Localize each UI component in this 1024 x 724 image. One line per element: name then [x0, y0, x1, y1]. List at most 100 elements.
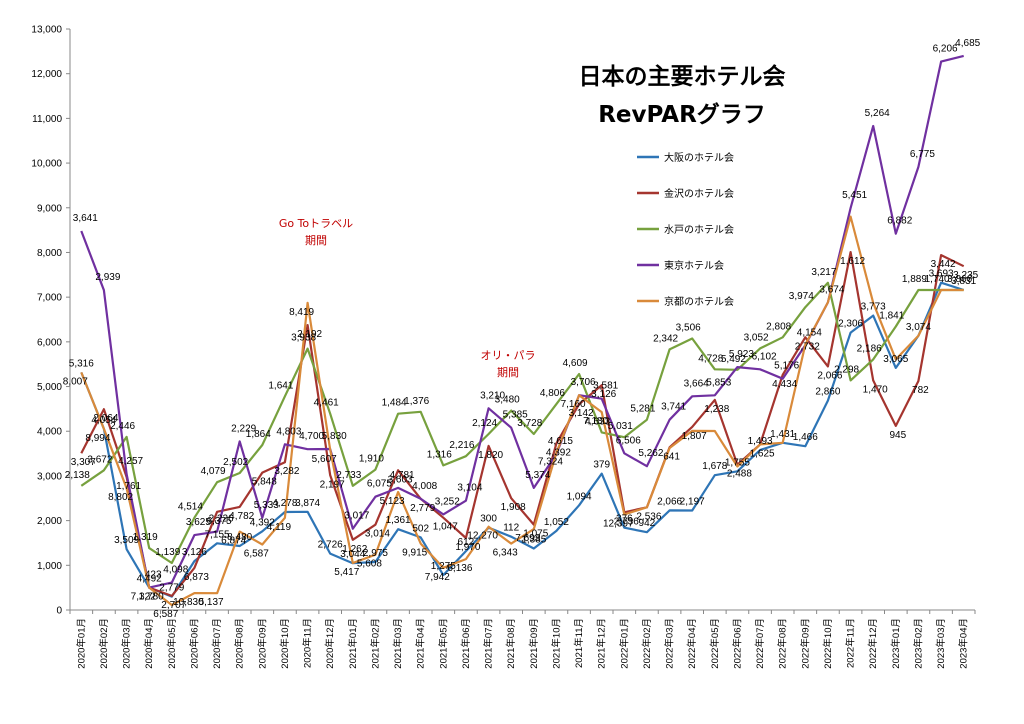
y-tick-label: 12,000 — [31, 69, 62, 80]
data-label: 6,102 — [752, 351, 777, 362]
data-label: 1,047 — [433, 522, 458, 533]
data-label: 2,229 — [231, 423, 256, 434]
data-label: 2,860 — [815, 387, 840, 398]
y-tick-label: 8,000 — [37, 248, 62, 259]
data-label: 423 — [145, 570, 162, 581]
x-tick-label: 2021年09月 — [528, 618, 540, 669]
data-label: 3,126 — [591, 389, 616, 400]
x-tick-label: 2022年11月 — [845, 618, 857, 668]
x-tick-label: 2023年01月 — [890, 618, 902, 669]
y-tick-label: 3,000 — [37, 471, 62, 482]
data-label: 5,031 — [608, 421, 633, 432]
data-label: 1,864 — [246, 429, 271, 440]
x-tick-label: 2022年02月 — [641, 618, 653, 669]
series-line-4 — [80, 215, 964, 607]
y-tick-label: 1,000 — [37, 561, 62, 572]
data-label: 2,138 — [65, 470, 90, 481]
y-tick-label: 10,000 — [31, 159, 62, 170]
y-tick-label: 11,000 — [32, 114, 62, 125]
data-label: 4,728 — [698, 353, 723, 364]
data-label: 3,603 — [388, 474, 413, 485]
chart-axes: 0 1,000 2,000 3,000 4,000 5,000 6,000 7,000 8,00… — [31, 25, 976, 669]
data-label: 3,044 — [340, 549, 365, 560]
data-label: 1,431 — [770, 429, 795, 440]
data-label: 379 — [593, 460, 610, 471]
data-label: 2,975 — [363, 548, 388, 559]
data-label: 2,342 — [653, 333, 678, 344]
data-label: 6,343 — [493, 548, 518, 559]
data-label: 3,074 — [906, 322, 931, 333]
data-label: 7,942 — [425, 572, 450, 583]
data-label: 4,685 — [955, 38, 980, 49]
data-label: 1,139 — [155, 547, 180, 558]
chart-series — [80, 54, 965, 607]
data-label: 3,664 — [684, 378, 709, 389]
data-label: 2,064 — [93, 413, 118, 424]
data-label: 8,994 — [85, 433, 110, 444]
y-tick-label: 7,000 — [37, 293, 62, 304]
data-label: 3,210 — [480, 390, 505, 401]
data-label: 5,374 — [525, 470, 550, 481]
data-label: 3,874 — [295, 498, 320, 509]
data-label: 2,066 — [817, 370, 842, 381]
x-tick-label: 2022年06月 — [731, 618, 743, 669]
data-label: 9,915 — [402, 548, 427, 559]
data-label: 1,908 — [501, 502, 526, 513]
data-label: 2,733 — [336, 470, 361, 481]
data-label: 6,587 — [244, 549, 269, 560]
data-label: 3,235 — [953, 270, 978, 281]
data-label: 3,480 — [495, 395, 520, 406]
data-label: 3,938 — [291, 333, 316, 344]
data-label: 1,889 — [902, 274, 927, 285]
x-tick-label: 2022年05月 — [709, 618, 721, 669]
data-label: 3,625 — [186, 517, 211, 528]
data-label: 2,446 — [110, 421, 135, 432]
data-label: 3,217 — [811, 267, 836, 278]
data-label: 3,672 — [87, 454, 112, 465]
data-label: 4,492 — [137, 574, 162, 585]
data-label: 3,307 — [71, 457, 96, 468]
data-label: 1,094 — [567, 491, 592, 502]
x-tick-label: 2021年01月 — [347, 618, 359, 669]
data-label: 12,397 — [603, 518, 634, 529]
data-label: 12,270 — [467, 531, 498, 542]
data-label: 376 — [616, 514, 633, 525]
data-label: 5,830 — [322, 431, 347, 442]
data-label: 6,587 — [153, 609, 178, 620]
data-label: 5,176 — [774, 361, 799, 372]
x-tick-label: 2022年08月 — [777, 618, 789, 669]
data-label: 4,609 — [563, 358, 588, 369]
x-tick-label: 2021年08月 — [505, 618, 517, 669]
data-label: 2,502 — [223, 457, 248, 468]
legend-label-4: 京都のホテル会 — [664, 295, 734, 308]
data-label: 1,470 — [863, 384, 888, 395]
series-line-0 — [80, 281, 965, 598]
data-label: 1,641 — [268, 380, 293, 391]
x-tick-label: 2022年09月 — [799, 618, 811, 669]
data-label: 6,375 — [207, 516, 232, 527]
data-label: 1,740 — [925, 274, 950, 285]
data-label: 6,075 — [367, 479, 392, 490]
data-label: 4,119 — [267, 522, 292, 533]
data-label: 2,298 — [834, 364, 859, 375]
x-tick-label: 2022年01月 — [618, 618, 630, 669]
data-label: 6,206 — [933, 44, 958, 55]
data-label: 8,480 — [227, 532, 252, 543]
data-label: 1,484 — [382, 398, 407, 409]
data-label: 3,052 — [744, 332, 769, 343]
chart-title: 日本の主要ホテル会 — [579, 63, 786, 90]
data-label: 2,732 — [795, 341, 820, 352]
y-tick-label: 2,000 — [37, 516, 62, 527]
data-label: 3,974 — [789, 291, 814, 302]
data-label: 3,674 — [819, 284, 844, 295]
data-label: 5,123 — [380, 496, 405, 507]
data-label: 3,252 — [435, 496, 460, 507]
x-tick-label: 2020年12月 — [324, 618, 336, 669]
legend-label-3: 東京ホテル会 — [664, 259, 724, 272]
x-tick-label: 2020年11月 — [302, 618, 314, 668]
data-label: 4,392 — [546, 447, 571, 458]
x-tick-label: 2020年03月 — [121, 618, 133, 669]
data-label: 4,392 — [250, 517, 275, 528]
data-label: 4,806 — [540, 388, 565, 399]
